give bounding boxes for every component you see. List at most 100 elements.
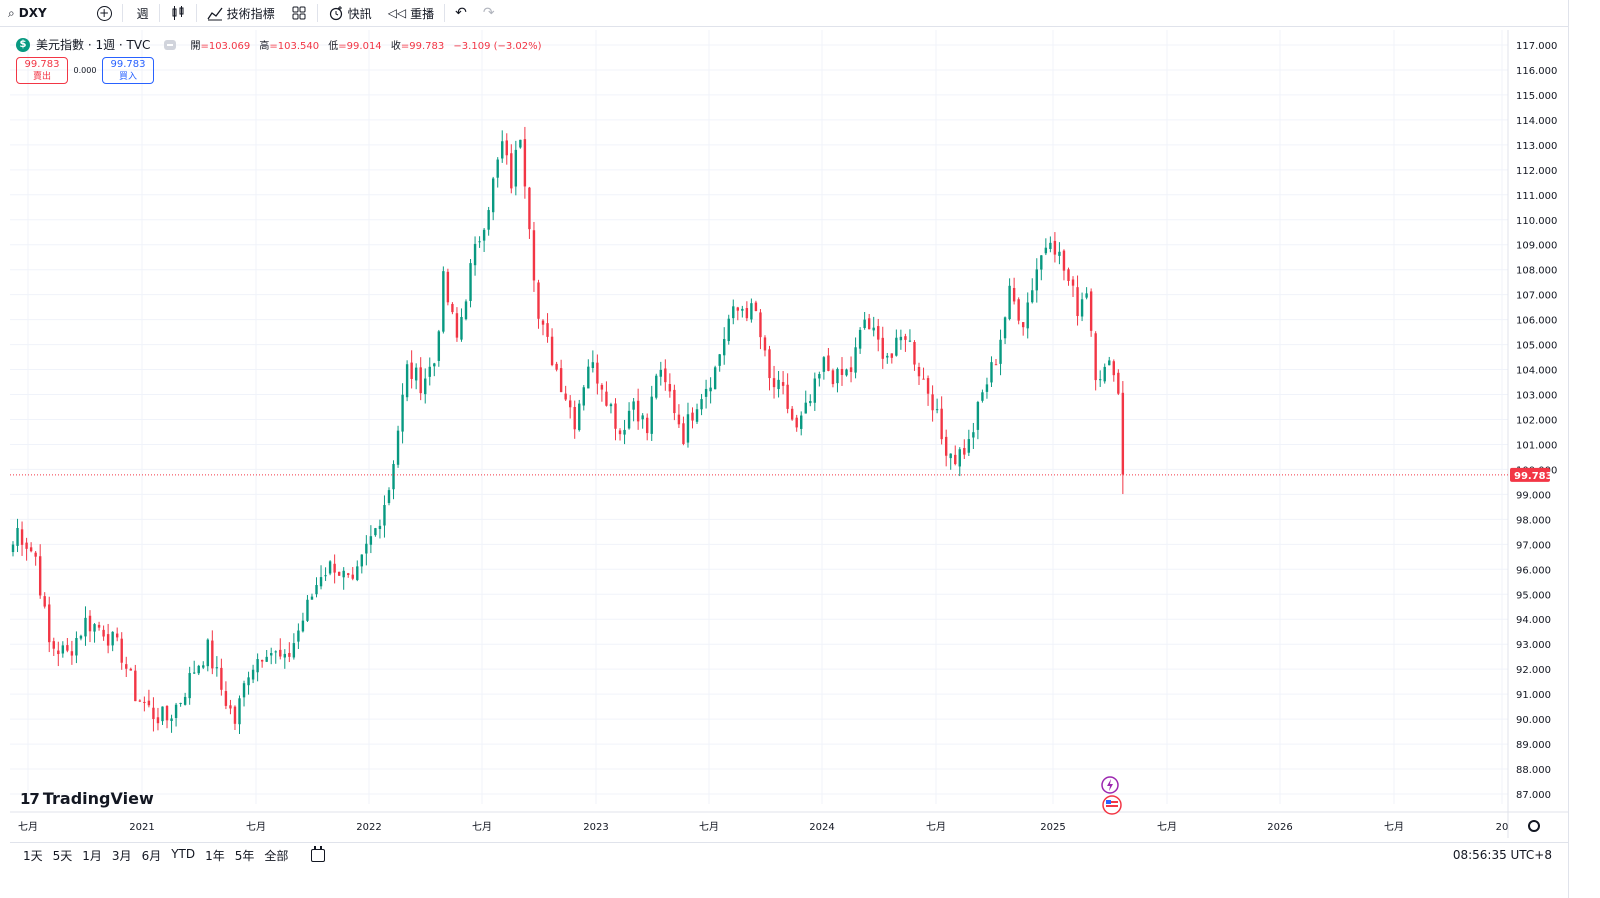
candle-body[interactable]: [967, 439, 971, 453]
chart-type-button[interactable]: [162, 0, 194, 27]
candle-body[interactable]: [102, 629, 105, 637]
redo-button[interactable]: ↷: [475, 0, 503, 27]
candle-body[interactable]: [66, 645, 69, 651]
candle-body[interactable]: [482, 229, 486, 241]
candle-body[interactable]: [582, 387, 585, 406]
candle-body[interactable]: [677, 414, 681, 425]
candle-body[interactable]: [473, 243, 477, 266]
candle-body[interactable]: [1117, 372, 1120, 394]
candle-body[interactable]: [623, 429, 626, 435]
candle-body[interactable]: [1012, 287, 1016, 302]
candle-body[interactable]: [351, 574, 354, 579]
candle-body[interactable]: [713, 367, 717, 390]
candle-body[interactable]: [292, 643, 296, 658]
candle-body[interactable]: [478, 241, 481, 243]
candle-body[interactable]: [115, 633, 119, 638]
candle-body[interactable]: [1035, 269, 1038, 291]
candle-body[interactable]: [949, 453, 952, 459]
candle-body[interactable]: [741, 308, 744, 311]
candle-body[interactable]: [736, 307, 739, 311]
candle-body[interactable]: [940, 408, 943, 440]
candle-body[interactable]: [161, 706, 164, 722]
chart-pane[interactable]: 117.000 116.000 115.000 114.000 113.000 112.0…: [10, 30, 1568, 838]
candle-body[interactable]: [111, 631, 114, 646]
candle-body[interactable]: [57, 650, 60, 655]
candle-body[interactable]: [963, 447, 966, 455]
price-chart[interactable]: 117.000 116.000 115.000 114.000 113.000 112.0…: [10, 30, 1568, 838]
candle-body[interactable]: [836, 368, 839, 384]
candle-body[interactable]: [849, 367, 853, 373]
collapse-icon[interactable]: [164, 39, 177, 50]
candle-body[interactable]: [682, 423, 685, 444]
range-button[interactable]: 3月: [111, 849, 132, 863]
candle-body[interactable]: [605, 391, 608, 406]
candle-body[interactable]: [460, 316, 463, 340]
candle-body[interactable]: [1058, 251, 1061, 256]
candle-body[interactable]: [48, 604, 51, 643]
range-button[interactable]: 1月: [82, 849, 102, 863]
candle-body[interactable]: [233, 706, 237, 724]
candle-body[interactable]: [106, 634, 110, 646]
candle-body[interactable]: [944, 436, 948, 456]
candle-body[interactable]: [324, 575, 327, 577]
candle-body[interactable]: [387, 490, 391, 504]
candle-body[interactable]: [573, 407, 576, 430]
candle-body[interactable]: [759, 312, 762, 338]
candle-body[interactable]: [899, 336, 903, 341]
candle-body[interactable]: [777, 379, 780, 390]
candle-body[interactable]: [1094, 333, 1097, 381]
candle-body[interactable]: [718, 354, 721, 366]
candle-body[interactable]: [1071, 279, 1075, 286]
candle-body[interactable]: [491, 178, 495, 213]
candle-body[interactable]: [1040, 255, 1043, 270]
interval-button[interactable]: 週: [125, 0, 157, 27]
candle-body[interactable]: [93, 624, 96, 632]
candle-body[interactable]: [11, 544, 15, 553]
candle-body[interactable]: [858, 329, 862, 349]
candle-body[interactable]: [442, 271, 445, 332]
candle-body[interactable]: [555, 363, 558, 370]
candle-body[interactable]: [514, 149, 518, 187]
range-button[interactable]: 5天: [52, 849, 73, 863]
candle-body[interactable]: [165, 705, 169, 721]
range-button[interactable]: 全部: [264, 849, 289, 863]
candle-body[interactable]: [646, 417, 649, 434]
candle-body[interactable]: [224, 691, 228, 706]
candle-body[interactable]: [88, 615, 92, 632]
candle-body[interactable]: [206, 639, 209, 667]
candle-body[interactable]: [931, 394, 934, 411]
candle-body[interactable]: [922, 378, 925, 380]
candle-body[interactable]: [908, 340, 912, 342]
candle-body[interactable]: [999, 339, 1002, 364]
candle-body[interactable]: [972, 432, 975, 438]
candle-body[interactable]: [804, 402, 807, 414]
candle-body[interactable]: [750, 303, 753, 320]
candle-body[interactable]: [700, 399, 703, 410]
candle-body[interactable]: [1021, 322, 1025, 328]
candle-body[interactable]: [392, 463, 395, 490]
candle-body[interactable]: [827, 355, 830, 371]
candle-body[interactable]: [913, 342, 916, 365]
candle-body[interactable]: [596, 362, 599, 384]
candle-body[interactable]: [1076, 287, 1079, 317]
candle-body[interactable]: [120, 638, 123, 663]
candle-body[interactable]: [809, 401, 812, 404]
candle-body[interactable]: [220, 667, 223, 690]
candle-body[interactable]: [25, 542, 28, 549]
candle-body[interactable]: [43, 596, 46, 607]
symbol-search-button[interactable]: ⌕ DXY: [0, 0, 55, 27]
candle-body[interactable]: [1121, 392, 1125, 475]
range-button[interactable]: 1年: [205, 849, 225, 863]
alert-button[interactable]: 快訊: [320, 0, 380, 27]
layouts-button[interactable]: [283, 0, 315, 27]
candle-body[interactable]: [360, 554, 364, 567]
candle-body[interactable]: [383, 505, 386, 526]
candle-body[interactable]: [405, 364, 409, 398]
candle-body[interactable]: [369, 536, 373, 545]
candle-body[interactable]: [1103, 366, 1106, 382]
candle-body[interactable]: [297, 630, 300, 642]
candle-body[interactable]: [52, 641, 55, 649]
indicators-button[interactable]: 技術指標: [199, 0, 283, 27]
tradingview-logo[interactable]: 17 TradingView: [20, 789, 154, 808]
candle-body[interactable]: [537, 282, 540, 319]
